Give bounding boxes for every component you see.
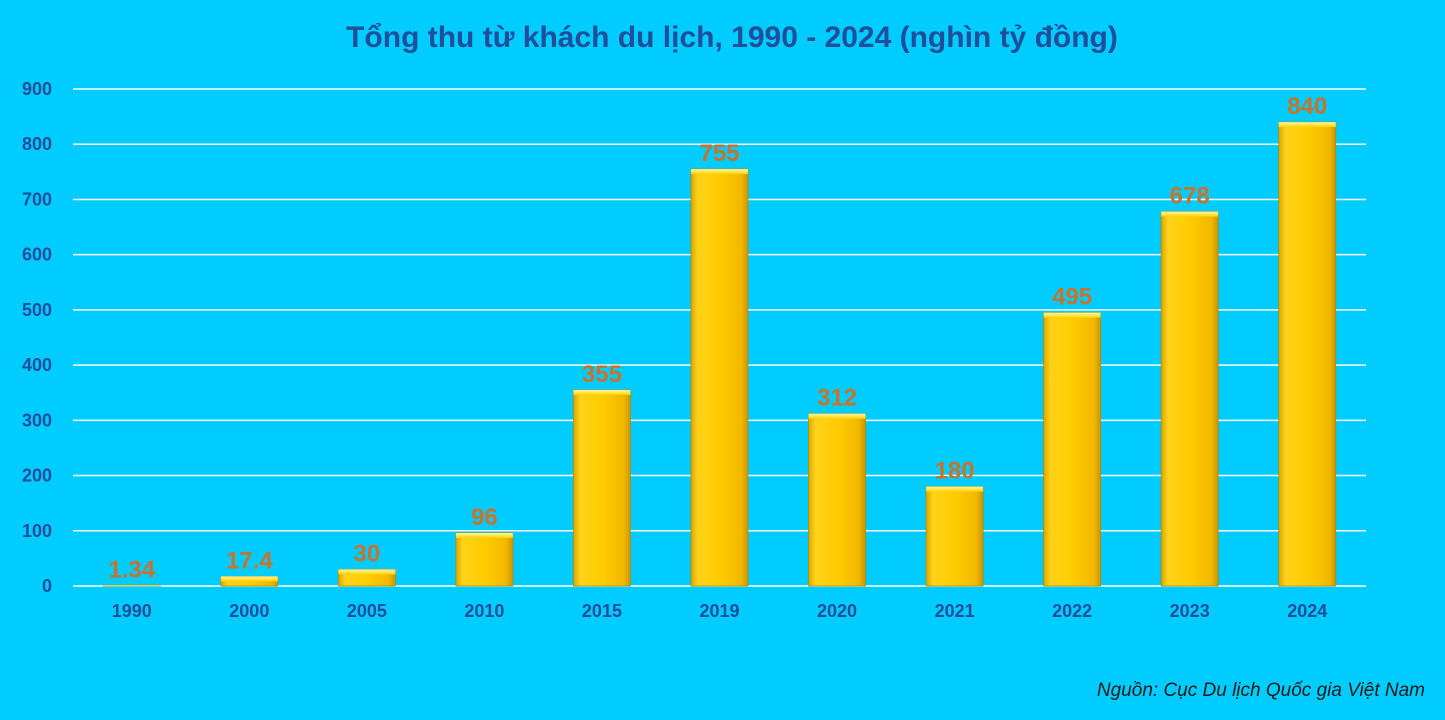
y-tick-label: 100: [22, 521, 52, 541]
bar: [808, 413, 866, 587]
x-tick-label: 2022: [1052, 601, 1092, 621]
bar-cap: [455, 532, 513, 538]
y-tick-label: 400: [22, 355, 52, 375]
x-tick-label: 2005: [347, 601, 387, 621]
y-tick-label: 200: [22, 466, 52, 486]
y-tick-label: 700: [22, 189, 52, 209]
bar-body: [925, 486, 984, 587]
bar: [690, 168, 749, 587]
bar-cap: [1043, 312, 1101, 318]
chart-title: Tổng thu từ khách du lịch, 1990 - 2024 (…: [346, 21, 1118, 54]
bar-body: [690, 168, 749, 587]
data-label: 678: [1170, 183, 1210, 210]
bar: [337, 569, 396, 587]
bar: [925, 486, 984, 587]
x-tick-label: 2020: [817, 601, 857, 621]
bar-cap: [1278, 122, 1336, 128]
bar-body: [1160, 211, 1219, 587]
bar-cap: [573, 389, 631, 395]
data-label: 355: [582, 361, 622, 388]
bar-cap: [338, 569, 396, 575]
y-tick-label: 600: [22, 245, 52, 265]
bar-body: [808, 413, 866, 587]
bar-body: [573, 389, 631, 587]
bar: [1043, 312, 1102, 587]
bar: [1278, 121, 1337, 587]
x-tick-label: 2023: [1170, 601, 1210, 621]
data-label: 495: [1052, 284, 1092, 311]
source-note: Nguồn: Cục Du lịch Quốc gia Việt Nam: [1096, 680, 1425, 701]
bar-cap: [220, 576, 278, 582]
bar-body: [1043, 312, 1102, 587]
x-tick-label: 2021: [935, 601, 975, 621]
bar-cap: [926, 486, 984, 492]
data-label: 30: [354, 540, 381, 567]
x-tick-label: 2024: [1287, 601, 1327, 621]
x-tick-label: 2015: [582, 601, 622, 621]
y-axis-ticks: 0 100 200 300 400 500 600 700 800 900: [22, 79, 52, 596]
bar: [1160, 211, 1219, 587]
bar: [102, 584, 161, 587]
x-tick-label: 2000: [229, 601, 269, 621]
bar: [220, 575, 279, 587]
data-label: 17.4: [226, 547, 273, 574]
bar: [573, 389, 631, 587]
bar-cap: [103, 585, 161, 586]
data-label: 96: [471, 504, 498, 531]
bars: [102, 121, 1337, 587]
y-tick-label: 500: [22, 300, 52, 320]
bar-cap: [808, 413, 866, 419]
x-axis-ticks: 1990 2000 2005 2010 2015 2019 2020 2021 2022 2023…: [112, 601, 1328, 621]
x-tick-label: 2010: [464, 601, 504, 621]
x-tick-label: 2019: [699, 601, 739, 621]
data-label: 180: [935, 458, 975, 485]
y-tick-label: 300: [22, 410, 52, 430]
x-tick-label: 1990: [112, 601, 152, 621]
data-labels: 1.34 17.4 30 96 355 755 312 180 495 678 840: [108, 93, 1327, 583]
data-label: 840: [1287, 93, 1327, 120]
bar-body: [1278, 121, 1337, 587]
y-tick-label: 0: [42, 576, 52, 596]
bar-cap: [691, 169, 748, 175]
bar-body: [455, 532, 514, 587]
y-tick-label: 900: [22, 79, 52, 99]
y-tick-label: 800: [22, 134, 52, 154]
bar-cap: [1161, 211, 1219, 217]
data-label: 312: [817, 385, 857, 412]
bar: [455, 532, 514, 587]
data-label: 1.34: [108, 556, 155, 583]
data-label: 755: [699, 140, 739, 167]
